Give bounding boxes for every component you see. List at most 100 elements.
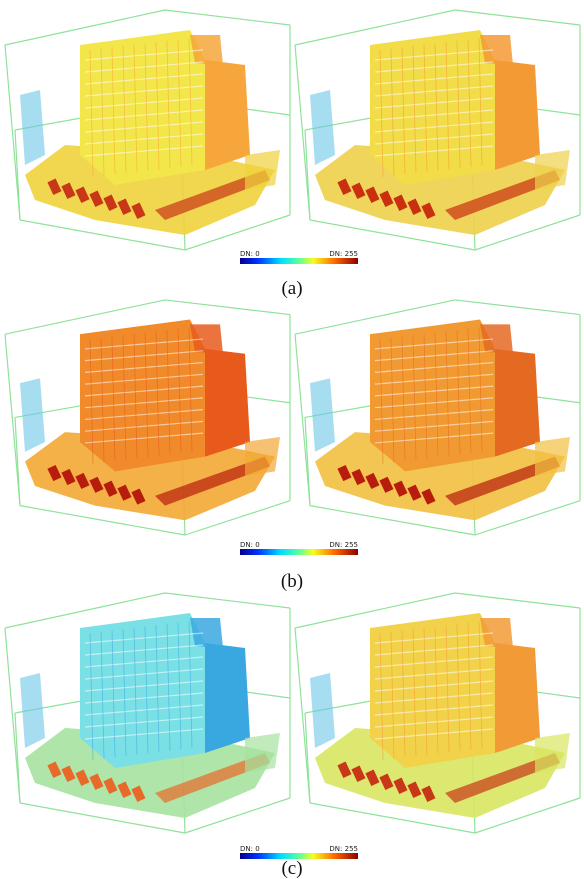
- colorbar-min-label: DN: 0: [240, 845, 260, 853]
- window-row: [84, 644, 204, 656]
- colorbar-max-label: DN: 255: [329, 541, 358, 549]
- window-col: [379, 632, 384, 761]
- building-front: [370, 319, 495, 472]
- window-row: [374, 704, 494, 716]
- colorbar-max-label: DN: 255: [329, 845, 358, 853]
- parked-car: [351, 765, 366, 783]
- window-row: [374, 668, 494, 680]
- window-row: [84, 692, 204, 704]
- window-col: [155, 331, 160, 456]
- parked-car: [61, 765, 76, 783]
- wireframe-edge: [4, 9, 166, 46]
- parked-car: [393, 777, 408, 795]
- parked-car: [103, 480, 118, 497]
- window-col: [100, 631, 105, 759]
- colorbar: [240, 258, 358, 264]
- parked-car: [47, 178, 62, 196]
- parked-car: [337, 761, 352, 779]
- parked-car: [89, 190, 104, 208]
- parked-car: [131, 202, 146, 220]
- wireframe-edge: [294, 44, 311, 221]
- colorbar: [240, 853, 358, 859]
- window-row: [84, 85, 204, 97]
- parked-car: [61, 182, 76, 200]
- window-row: [84, 350, 204, 362]
- window-row: [84, 61, 204, 73]
- parked-car: [117, 484, 132, 501]
- window-col: [478, 327, 483, 453]
- parked-car: [393, 194, 408, 212]
- window-row: [84, 109, 204, 121]
- window-col: [122, 629, 127, 757]
- window-col: [133, 627, 138, 755]
- window-col: [144, 626, 149, 754]
- window-col: [434, 332, 439, 458]
- parked-car: [103, 194, 118, 212]
- side-points: [310, 378, 335, 452]
- building-front: [80, 613, 205, 768]
- window-col: [111, 336, 116, 461]
- side-points: [310, 90, 335, 165]
- window-col: [144, 43, 149, 171]
- window-row: [374, 397, 494, 409]
- window-row: [374, 97, 494, 109]
- wireframe-edge: [294, 334, 311, 506]
- parked-car: [103, 777, 118, 795]
- window-col: [111, 47, 116, 175]
- window-row: [374, 338, 494, 350]
- building-side: [205, 348, 250, 457]
- point-cloud-image: [4, 9, 291, 251]
- building-tower: [190, 618, 223, 648]
- colorbar-max-label: DN: 255: [329, 250, 358, 258]
- window-row: [84, 656, 204, 668]
- window-col: [445, 625, 450, 753]
- building-tower: [190, 35, 223, 65]
- window-row: [374, 728, 494, 740]
- wireframe-edge: [304, 712, 311, 804]
- parked-car: [117, 198, 132, 216]
- window-col: [166, 623, 171, 751]
- window-row: [374, 432, 494, 444]
- side-points: [310, 673, 335, 748]
- tree-points: [245, 437, 280, 477]
- window-row: [374, 109, 494, 121]
- building-tower: [480, 35, 513, 65]
- window-col: [144, 332, 149, 458]
- wireframe-edge: [184, 214, 291, 251]
- parked-car: [75, 472, 90, 489]
- point-cloud-image: [294, 299, 581, 536]
- window-col: [445, 42, 450, 170]
- parked-car: [89, 476, 104, 493]
- window-col: [166, 40, 171, 168]
- parked-car: [407, 781, 422, 799]
- window-row: [84, 680, 204, 692]
- window-col: [445, 331, 450, 456]
- window-row: [374, 73, 494, 85]
- parked-car: [421, 488, 436, 505]
- side-points: [20, 90, 45, 165]
- building-side: [205, 60, 250, 170]
- window-row: [84, 728, 204, 740]
- parked-car: [337, 465, 352, 482]
- window-row: [84, 632, 204, 644]
- building-side: [495, 348, 540, 457]
- window-col: [177, 328, 182, 454]
- wireframe-edge: [184, 500, 291, 536]
- window-row: [374, 350, 494, 362]
- window-col: [401, 47, 406, 175]
- window-col: [390, 631, 395, 759]
- wireframe-edge: [454, 592, 581, 609]
- ground-streak: [155, 753, 270, 803]
- wireframe-edge: [14, 417, 21, 506]
- window-row: [374, 716, 494, 728]
- ground-streak: [445, 170, 560, 220]
- window-row: [374, 385, 494, 397]
- window-row: [374, 85, 494, 97]
- window-col: [89, 49, 94, 178]
- parked-car: [75, 769, 90, 787]
- wireframe-edge: [19, 802, 186, 834]
- parked-car: [365, 769, 380, 787]
- window-col: [188, 621, 193, 749]
- ground-streak: [445, 456, 560, 506]
- window-col: [423, 627, 428, 755]
